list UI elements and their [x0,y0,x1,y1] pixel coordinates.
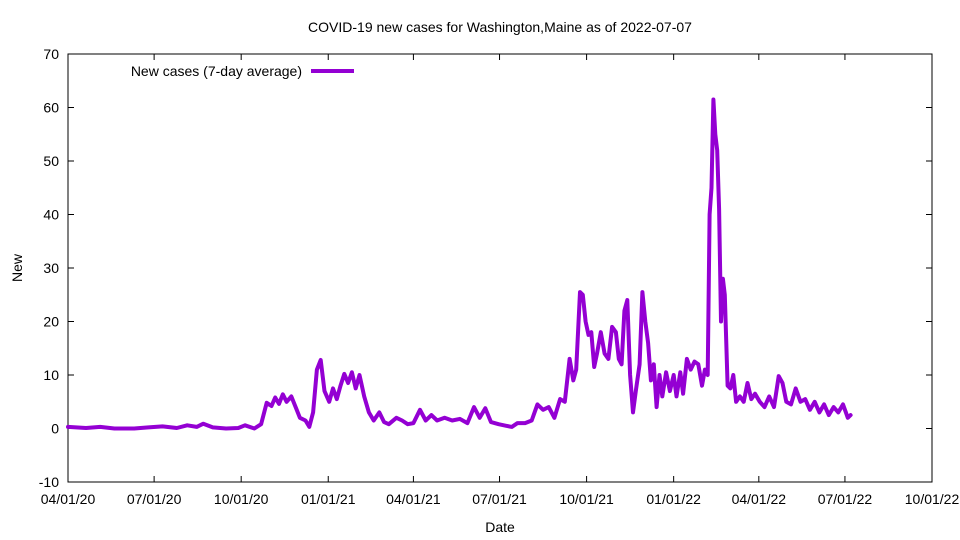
series-group [66,97,853,431]
y-tick-label: 10 [43,367,59,383]
x-axis-label: Date [485,519,515,535]
x-tick-label: 01/01/21 [301,491,356,507]
y-tick-label: -10 [39,474,59,490]
x-tick-label: 04/01/20 [41,491,96,507]
plot-frame [67,53,933,483]
y-tick-label: 60 [43,100,59,116]
legend: New cases (7-day average) [131,63,354,79]
y-axis: -10 0 10 20 30 40 50 60 70 [39,46,932,490]
x-tick-label: 07/01/22 [818,491,873,507]
chart-title: COVID-19 new cases for Washington,Maine … [308,19,692,35]
y-tick-label: 20 [43,314,59,330]
y-axis-label: New [9,253,25,282]
x-tick-label: 07/01/20 [127,491,182,507]
x-tick-label: 10/01/21 [559,491,614,507]
y-tick-label: 50 [43,153,59,169]
series-line [66,97,853,431]
y-tick-label: 30 [43,260,59,276]
y-tick-label: 0 [51,421,59,437]
x-tick-label: 07/01/21 [472,491,527,507]
x-tick-label: 04/01/22 [732,491,787,507]
x-tick-label: 01/01/22 [646,491,701,507]
y-tick-label: 40 [43,207,59,223]
x-tick-label: 04/01/21 [386,491,441,507]
x-axis: 04/01/20 07/01/20 10/01/20 01/01/21 04/01/21… [41,54,960,507]
x-tick-label: 10/01/20 [214,491,269,507]
x-tick-label: 10/01/22 [905,491,960,507]
legend-label: New cases (7-day average) [131,63,302,79]
y-tick-label: 70 [43,46,59,62]
